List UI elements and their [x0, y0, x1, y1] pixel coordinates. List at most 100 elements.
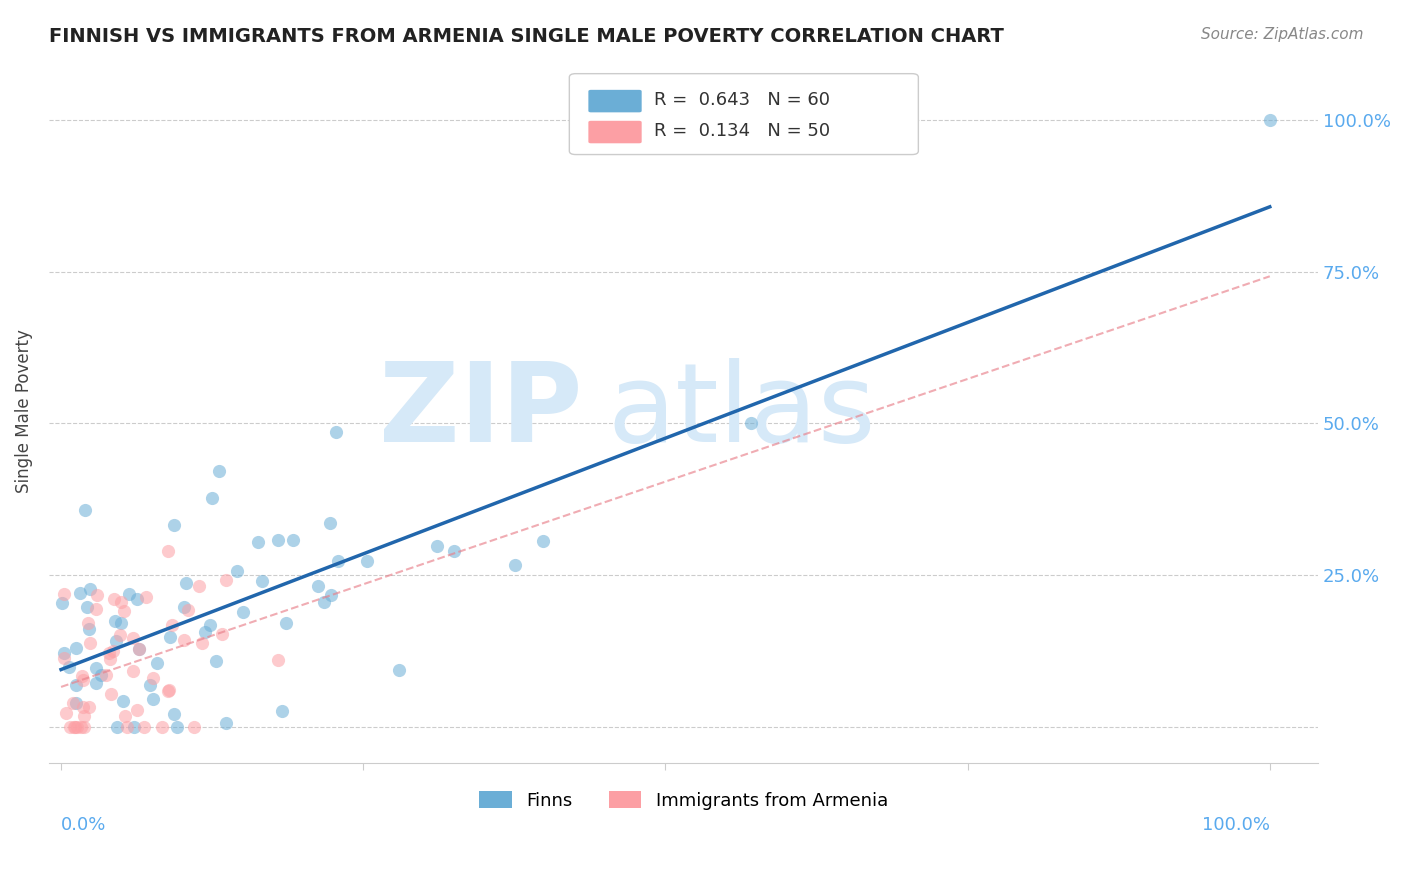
Point	[63, 719, 86, 733]
Point	[72, 673, 94, 688]
Point	[174, 575, 197, 590]
Point	[103, 592, 125, 607]
Point	[112, 604, 135, 618]
Point	[52, 586, 75, 600]
Point	[232, 605, 254, 619]
Point	[319, 516, 342, 531]
Point	[183, 719, 205, 733]
Point	[163, 517, 186, 532]
Point	[114, 709, 136, 723]
Point	[139, 677, 162, 691]
Point	[77, 699, 100, 714]
Point	[325, 425, 347, 440]
Point	[166, 719, 188, 733]
Point	[215, 716, 238, 731]
Point	[65, 678, 87, 692]
Point	[388, 663, 411, 677]
Point	[211, 627, 233, 641]
Point	[356, 554, 378, 568]
Point	[426, 539, 449, 553]
Point	[70, 719, 93, 733]
Point	[69, 586, 91, 600]
Point	[84, 661, 107, 675]
Point	[94, 668, 117, 682]
Point	[51, 596, 73, 610]
Point	[65, 719, 87, 733]
Point	[156, 544, 179, 558]
Point	[127, 703, 149, 717]
Point	[208, 464, 231, 478]
Point	[328, 554, 350, 568]
FancyBboxPatch shape	[588, 90, 641, 112]
Point	[52, 650, 75, 665]
FancyBboxPatch shape	[569, 74, 918, 154]
Legend: Finns, Immigrants from Armenia: Finns, Immigrants from Armenia	[472, 784, 896, 817]
Point	[142, 691, 165, 706]
Point	[194, 625, 217, 640]
Point	[84, 602, 107, 616]
Point	[135, 590, 157, 604]
Point	[86, 588, 108, 602]
Point	[740, 417, 762, 431]
Point	[177, 603, 200, 617]
Point	[274, 615, 297, 630]
Point	[75, 503, 97, 517]
Point	[204, 654, 226, 668]
Y-axis label: Single Male Poverty: Single Male Poverty	[15, 329, 32, 493]
Point	[191, 636, 214, 650]
Point	[110, 595, 132, 609]
Point	[98, 652, 121, 666]
Point	[187, 579, 209, 593]
Point	[90, 667, 112, 681]
Point	[108, 628, 131, 642]
Point	[104, 614, 127, 628]
Point	[84, 676, 107, 690]
Point	[55, 706, 77, 720]
Point	[76, 599, 98, 614]
Point	[59, 719, 82, 733]
Text: Source: ZipAtlas.com: Source: ZipAtlas.com	[1201, 27, 1364, 42]
Point	[150, 719, 173, 733]
Point	[72, 700, 94, 714]
Point	[247, 535, 270, 549]
Point	[1258, 113, 1281, 128]
Point	[65, 640, 87, 655]
FancyBboxPatch shape	[588, 120, 641, 144]
Point	[65, 696, 87, 710]
Point	[100, 688, 122, 702]
Point	[58, 660, 80, 674]
Point	[307, 579, 329, 593]
Text: atlas: atlas	[607, 358, 876, 465]
Point	[226, 564, 249, 578]
Point	[201, 491, 224, 505]
Point	[198, 617, 221, 632]
Point	[157, 683, 180, 698]
Point	[250, 574, 273, 589]
Point	[159, 630, 181, 644]
Point	[77, 615, 100, 630]
Text: ZIP: ZIP	[378, 358, 582, 465]
Point	[79, 636, 101, 650]
Point	[97, 646, 120, 660]
Point	[105, 719, 128, 733]
Text: 100.0%: 100.0%	[1202, 815, 1270, 834]
Point	[443, 544, 465, 558]
Point	[132, 719, 155, 733]
Point	[121, 664, 143, 678]
Point	[115, 719, 138, 733]
Point	[111, 694, 134, 708]
Point	[105, 633, 128, 648]
Point	[281, 533, 304, 547]
Point	[142, 671, 165, 685]
Point	[122, 631, 145, 645]
Point	[73, 709, 96, 723]
Text: R =  0.134   N = 50: R = 0.134 N = 50	[654, 121, 831, 140]
Point	[503, 558, 526, 573]
Point	[118, 587, 141, 601]
Point	[101, 644, 124, 658]
Point	[314, 595, 336, 609]
Text: 0.0%: 0.0%	[60, 815, 107, 834]
Point	[73, 719, 96, 733]
Point	[215, 573, 238, 587]
Point	[146, 656, 169, 670]
